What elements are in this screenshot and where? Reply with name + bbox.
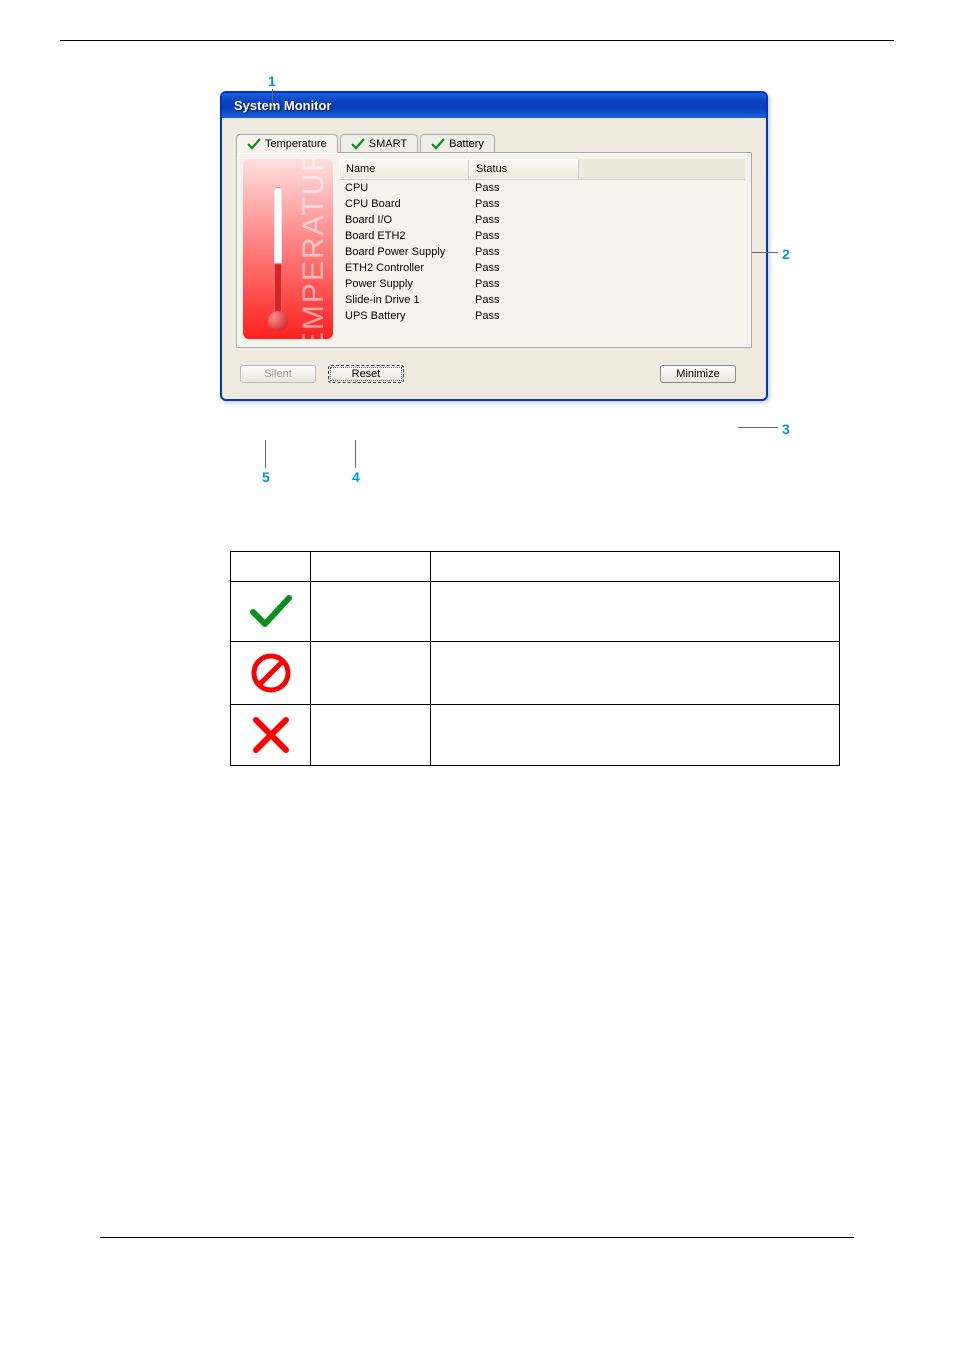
tab-smart[interactable]: SMART [340,134,418,153]
table-row [231,582,840,642]
meaning-cell [311,582,431,642]
header-desc [431,552,840,582]
reset-button[interactable]: Reset [328,365,404,383]
tab-temperature[interactable]: Temperature [236,134,338,153]
callout-5: 5 [262,469,270,485]
tab-label: Battery [449,138,484,150]
silent-button[interactable]: Silent [240,365,316,383]
cell-status: Pass [469,292,579,308]
table-row[interactable]: Board Power SupplyPass [339,244,745,260]
cell-name: Board Power Supply [339,244,469,260]
minimize-button[interactable]: Minimize [660,365,736,383]
table-row[interactable]: UPS BatteryPass [339,308,745,324]
cell-status: Pass [469,308,579,324]
cell-status: Pass [469,276,579,292]
symbol-legend-table [230,551,840,766]
cell-name: Power Supply [339,276,469,292]
header-symbol [231,552,311,582]
tab-label: Temperature [265,138,327,150]
screenshot-figure: 1 2 3 4 5 System Monitor Temperature SMA… [220,91,894,401]
tab-content: TEMPERATURE Name Status CPUPass CPU Boar… [236,152,752,348]
table-header-row [231,552,840,582]
cell-status: Pass [469,244,579,260]
table-row[interactable]: Board I/OPass [339,212,745,228]
cell-name: CPU [339,180,469,196]
callout-1: 1 [268,73,276,89]
cross-icon [251,715,291,755]
callout-1-line [272,89,273,107]
check-icon [431,138,445,150]
symbol-cell-cross [231,705,311,766]
cell-status: Pass [469,180,579,196]
cell-name: CPU Board [339,196,469,212]
sensor-table: Name Status CPUPass CPU BoardPass Board … [339,159,745,341]
symbol-cell-nosign [231,642,311,705]
cell-status: Pass [469,212,579,228]
check-icon [247,138,261,150]
check-icon [249,594,293,630]
window-titlebar[interactable]: System Monitor [222,93,766,118]
cell-status: Pass [469,228,579,244]
table-row[interactable]: Slide-in Drive 1Pass [339,292,745,308]
bottom-divider [100,1237,854,1238]
table-row [231,642,840,705]
temperature-graphic: TEMPERATURE [243,159,333,339]
temperature-label: TEMPERATURE [297,159,331,339]
callout-3: 3 [782,421,790,437]
cell-name: Board I/O [339,212,469,228]
desc-cell [431,582,840,642]
table-row[interactable]: ETH2 ControllerPass [339,260,745,276]
thermometer-icon [271,181,285,331]
button-bar: Silent Reset Minimize [236,349,752,387]
cell-name: UPS Battery [339,308,469,324]
callout-2: 2 [782,246,790,262]
prohibit-icon [250,652,292,694]
symbol-cell-check [231,582,311,642]
tab-label: SMART [369,138,407,150]
desc-cell [431,705,840,766]
cell-status: Pass [469,260,579,276]
tab-bar: Temperature SMART Battery [236,134,752,153]
system-monitor-window: System Monitor Temperature SMART Battery [220,91,768,401]
tab-battery[interactable]: Battery [420,134,495,153]
meaning-cell [311,705,431,766]
table-row [231,705,840,766]
meaning-cell [311,642,431,705]
column-header-name[interactable]: Name [339,159,469,179]
table-header: Name Status [339,159,745,180]
callout-5-line [265,440,266,468]
table-row[interactable]: CPUPass [339,180,745,196]
table-row[interactable]: Power SupplyPass [339,276,745,292]
header-meaning [311,552,431,582]
callout-4-line [355,440,356,468]
table-body: CPUPass CPU BoardPass Board I/OPass Boar… [339,180,745,324]
callout-4: 4 [352,469,360,485]
table-row[interactable]: Board ETH2Pass [339,228,745,244]
callout-3-line [738,427,778,428]
table-row[interactable]: CPU BoardPass [339,196,745,212]
cell-name: ETH2 Controller [339,260,469,276]
desc-cell [431,642,840,705]
column-header-status[interactable]: Status [469,159,579,179]
top-divider [60,40,894,41]
cell-status: Pass [469,196,579,212]
check-icon [351,138,365,150]
cell-name: Slide-in Drive 1 [339,292,469,308]
cell-name: Board ETH2 [339,228,469,244]
